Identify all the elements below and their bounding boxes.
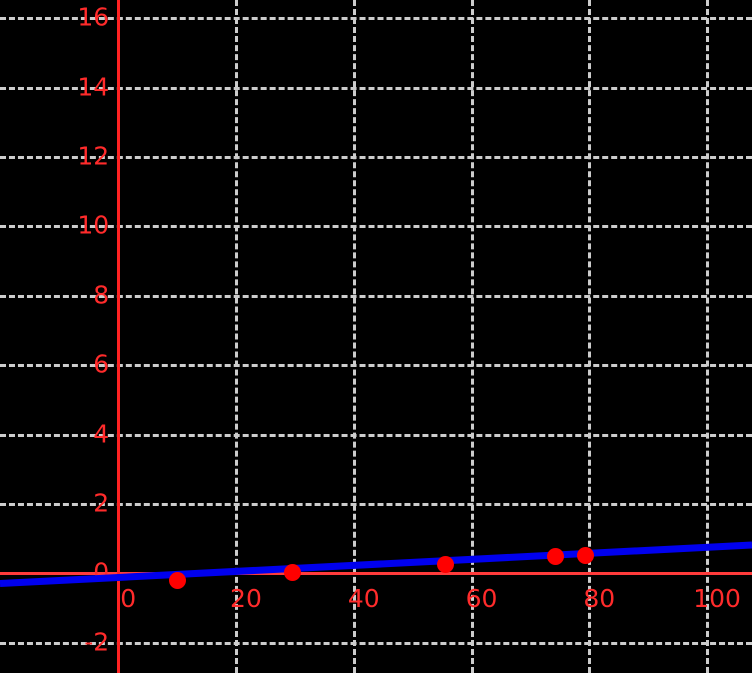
y-tick-label: 14 [77,72,110,102]
gridline-horizontal [0,503,752,506]
gridline-horizontal [0,641,752,645]
x-tick-label: 40 [347,584,380,614]
gridline-horizontal [0,156,752,160]
x-tick-label: 100 [693,584,741,614]
gridline-vertical [588,0,592,673]
gridline-horizontal [0,364,752,368]
gridline-horizontal [0,294,752,298]
gridline-horizontal [0,17,752,21]
y-tick-label: 2 [93,488,110,518]
y-tick-label: 16 [77,2,110,32]
y-tick-label: 6 [93,349,110,379]
y-tick-label: 10 [77,210,110,240]
x-tick-label: 60 [465,584,498,614]
y-tick-label: 4 [93,419,110,449]
gridline-horizontal [0,86,752,90]
gridline-vertical [470,0,474,673]
gridline-vertical [706,0,710,673]
data-point-marker [546,547,564,565]
x-tick-label: 20 [230,584,262,614]
x-axis-line [0,572,752,576]
x-tick-label: 80 [583,584,616,614]
gridline-vertical [234,0,238,673]
data-point-marker [168,572,186,590]
y-tick-label: 12 [77,141,110,171]
data-point-marker [577,546,595,564]
y-axis-line [117,0,121,673]
gridline-horizontal [0,433,752,437]
x-tick-label: 0 [120,584,137,614]
gridline-vertical [352,0,356,673]
gridline-horizontal [0,225,752,229]
y-tick-label: -2 [84,627,110,657]
data-point-marker [283,563,301,581]
y-tick-label: 8 [93,280,110,310]
data-point-marker [436,555,454,573]
regression-line [0,541,752,587]
